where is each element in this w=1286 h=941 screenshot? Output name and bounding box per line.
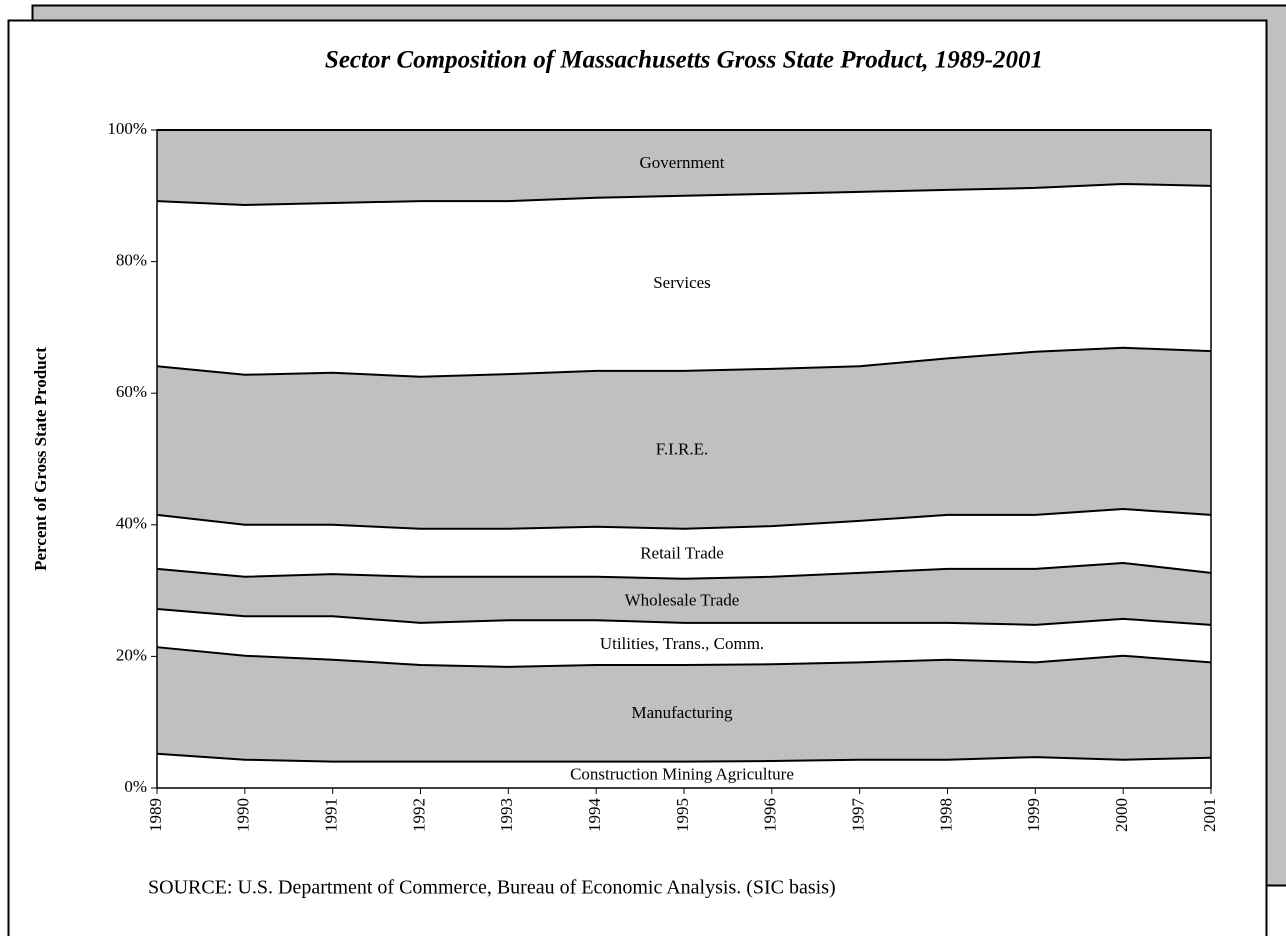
area-label: Manufacturing (631, 703, 733, 722)
x-tick-label: 1997 (849, 798, 868, 833)
source-note: SOURCE: U.S. Department of Commerce, Bur… (148, 877, 836, 899)
x-tick-label: 1998 (936, 798, 955, 832)
area-label: Services (653, 273, 711, 292)
x-tick-label: 1995 (673, 798, 692, 832)
y-tick-label: 80% (116, 251, 147, 270)
area-label: F.I.R.E. (656, 440, 708, 459)
area-label: Wholesale Trade (625, 591, 740, 610)
y-tick-label: 100% (107, 119, 147, 138)
x-tick-label: 1999 (1024, 798, 1043, 832)
x-tick-label: 1989 (146, 798, 165, 832)
y-tick-label: 0% (124, 777, 147, 796)
y-axis-label: Percent of Gross State Product (31, 347, 50, 571)
y-tick-label: 20% (116, 645, 147, 664)
x-tick-label: 2000 (1112, 798, 1131, 832)
x-tick-label: 1996 (761, 798, 780, 832)
area-label: Government (640, 153, 725, 172)
x-tick-label: 1993 (497, 798, 516, 832)
x-tick-label: 1990 (234, 798, 253, 832)
x-tick-label: 1991 (322, 798, 341, 832)
area (157, 348, 1211, 529)
area-label: Utilities, Trans., Comm. (600, 634, 764, 653)
area-label: Construction Mining Agriculture (570, 765, 794, 784)
x-tick-label: 2001 (1200, 798, 1219, 832)
x-tick-label: 1994 (585, 798, 604, 833)
y-tick-label: 60% (116, 382, 147, 401)
area-label: Retail Trade (640, 544, 724, 563)
chart-title: Sector Composition of Massachusetts Gros… (325, 47, 1043, 74)
y-tick-label: 40% (116, 514, 147, 533)
x-tick-label: 1992 (409, 798, 428, 832)
